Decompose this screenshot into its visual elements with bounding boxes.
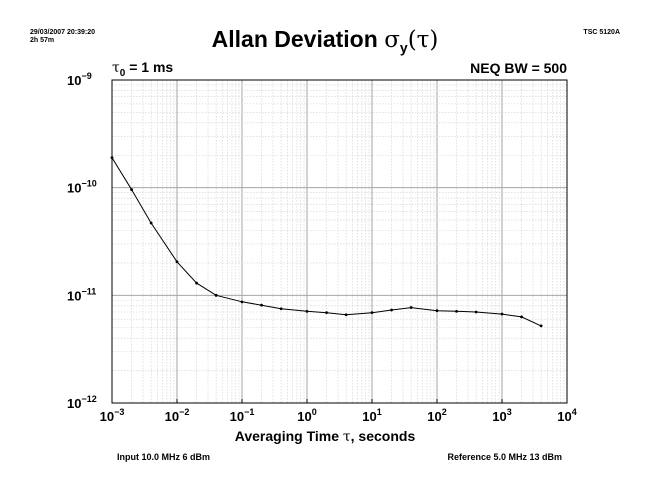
plot-frame xyxy=(111,79,568,404)
data-point xyxy=(539,324,543,328)
input-label: Input 10.0 MHz 6 dBm xyxy=(117,452,211,462)
data-point xyxy=(260,303,263,307)
data-point xyxy=(370,311,374,315)
instrument-label: TSC 5120A xyxy=(583,29,620,36)
reference-label: Reference 5.0 MHz 13 dBm xyxy=(447,452,562,462)
data-point xyxy=(455,309,458,313)
data-point xyxy=(520,315,523,319)
x-tick-label: 10−3 xyxy=(100,407,125,424)
x-axis-label: Averaging Time τ, seconds xyxy=(0,428,650,445)
data-point xyxy=(214,293,218,297)
x-tick-label: 104 xyxy=(557,407,576,424)
data-point xyxy=(474,310,478,314)
title-symbol: σ xyxy=(384,27,400,53)
chart-title: Allan Deviation σy(τ) xyxy=(0,26,650,56)
data-point xyxy=(325,311,328,315)
data-point xyxy=(130,188,133,191)
y-tick-label: 10−9 xyxy=(67,71,92,88)
x-tick-label: 100 xyxy=(297,407,316,424)
data-point xyxy=(435,309,439,313)
y-tick-label: 10−11 xyxy=(67,286,96,303)
xlabel-post: , seconds xyxy=(350,428,416,444)
title-sub: y xyxy=(399,39,408,56)
y-tick-label: 10−10 xyxy=(67,179,97,196)
x-tick-label: 103 xyxy=(492,407,511,424)
data-point xyxy=(175,260,179,264)
data-point xyxy=(305,309,309,313)
data-point xyxy=(409,306,413,309)
data-point xyxy=(500,312,504,316)
x-tick-label: 102 xyxy=(427,407,446,424)
xlabel-symbol: τ xyxy=(342,429,351,445)
tau0-sub: 0 xyxy=(119,67,126,79)
tau0-symbol: τ xyxy=(112,60,120,76)
data-point xyxy=(279,307,283,311)
y-tick-label: 10−12 xyxy=(67,394,97,411)
datetime-label: 29/03/2007 20:39:20 xyxy=(30,29,95,36)
data-point xyxy=(110,156,114,160)
x-tick-label: 101 xyxy=(362,407,381,424)
neq-bw-label: NEQ BW = 500 xyxy=(470,60,567,76)
data-point xyxy=(195,281,198,285)
grid xyxy=(112,80,567,403)
data-point xyxy=(344,313,348,317)
tau0-label: τ0 = 1 ms xyxy=(112,59,173,79)
duration-label: 2h 57m xyxy=(30,37,55,44)
title-arg: (τ) xyxy=(407,27,439,53)
tau0-value: = 1 ms xyxy=(125,59,174,75)
data-point xyxy=(240,300,244,304)
x-tick-label: 10−1 xyxy=(230,407,255,424)
data-point xyxy=(390,308,393,312)
x-tick-label: 10−2 xyxy=(165,407,190,424)
xlabel-pre: Averaging Time xyxy=(234,428,343,444)
title-text: Allan Deviation xyxy=(211,26,385,52)
data-point xyxy=(149,221,153,225)
